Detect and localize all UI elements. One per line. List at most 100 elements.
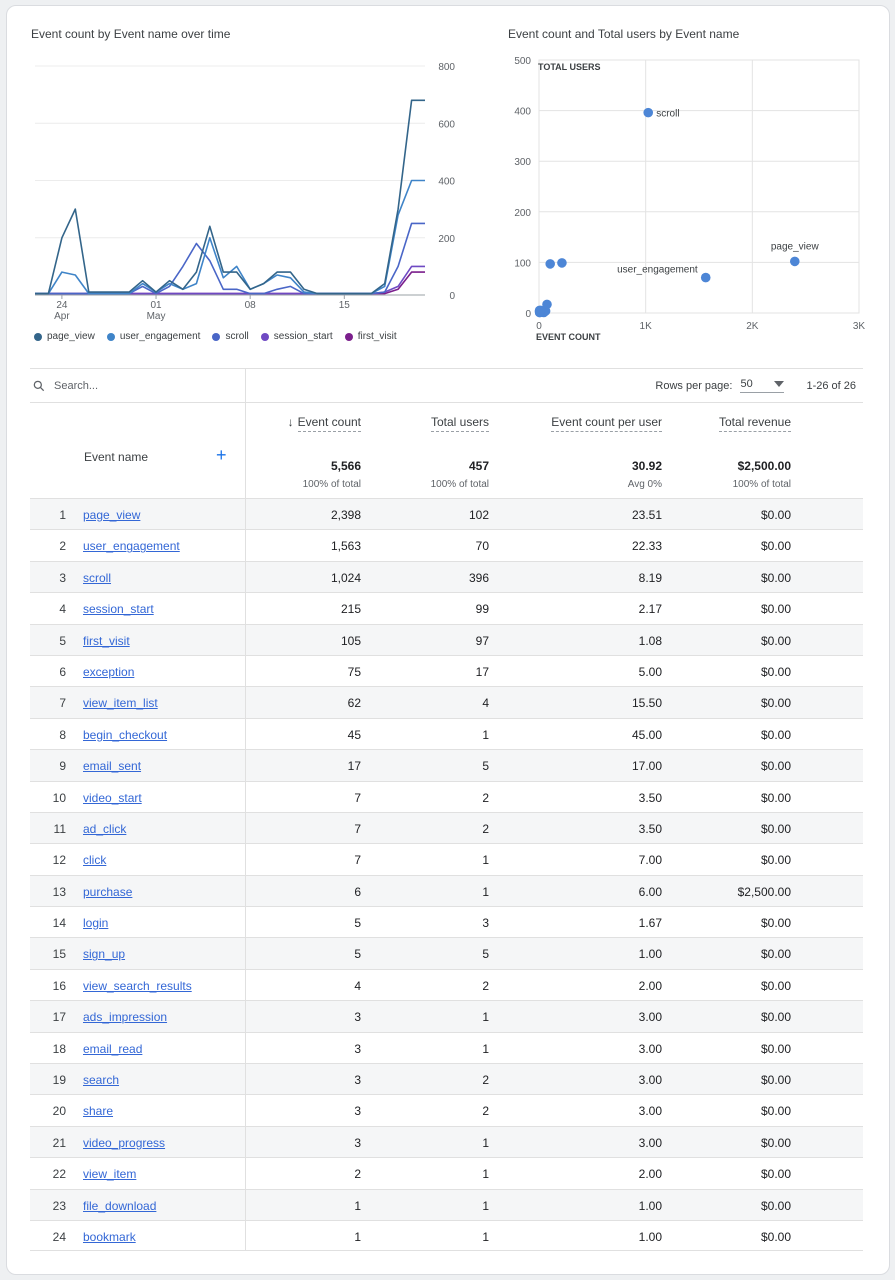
event-name-link[interactable]: click bbox=[83, 853, 107, 868]
table-row[interactable]: 2 user_engagement 1,563 70 22.33 $0.00 bbox=[30, 529, 863, 561]
table-row[interactable]: 22 view_item 2 1 2.00 $0.00 bbox=[30, 1157, 863, 1189]
search-input[interactable]: Search... bbox=[54, 379, 99, 392]
event-name-link[interactable]: exception bbox=[83, 664, 135, 679]
event-name-link[interactable]: share bbox=[83, 1104, 114, 1119]
event-name-link[interactable]: video_progress bbox=[83, 1135, 166, 1150]
cell-revenue: $0.00 bbox=[760, 664, 791, 679]
table-row[interactable]: 5 first_visit 105 97 1.08 $0.00 bbox=[30, 623, 863, 655]
table-row[interactable]: 4 session_start 215 99 2.17 $0.00 bbox=[30, 592, 863, 624]
scatter-point-sign_up[interactable] bbox=[534, 305, 545, 316]
y-tick-label: 600 bbox=[438, 119, 455, 130]
legend-item-session_start[interactable]: session_start bbox=[260, 331, 333, 342]
event-name-link[interactable]: video_start bbox=[83, 790, 142, 805]
event-name-link[interactable]: bookmark bbox=[83, 1229, 136, 1244]
add-dimension-icon[interactable]: + bbox=[216, 445, 227, 465]
cell-per-user: 3.50 bbox=[638, 821, 662, 836]
event-name-link[interactable]: file_download bbox=[83, 1198, 157, 1213]
cell-event-count: 2 bbox=[354, 1167, 361, 1182]
column-header-total-users[interactable]: Total users bbox=[430, 415, 489, 432]
event-name-link[interactable]: user_engagement bbox=[83, 539, 180, 554]
table-row[interactable]: 19 search 3 2 3.00 $0.00 bbox=[30, 1063, 863, 1095]
scatter-point-session_start[interactable] bbox=[557, 258, 567, 268]
cell-total-users: 1 bbox=[482, 853, 489, 868]
table-row[interactable]: 14 login 5 3 1.67 $0.00 bbox=[30, 906, 863, 938]
table-row[interactable]: 13 purchase 6 1 6.00 $2,500.00 bbox=[30, 874, 863, 907]
event-name-link[interactable]: sign_up bbox=[83, 947, 126, 962]
event-name-link[interactable]: view_item_list bbox=[83, 696, 158, 711]
table-row[interactable]: 18 email_read 3 1 3.00 $0.00 bbox=[30, 1031, 863, 1064]
event-name-link[interactable]: ad_click bbox=[83, 821, 127, 836]
row-index: 18 bbox=[52, 1041, 66, 1056]
cell-revenue: $0.00 bbox=[760, 508, 791, 522]
row-index: 12 bbox=[52, 853, 66, 868]
cell-revenue: $0.00 bbox=[760, 696, 791, 711]
legend-dot bbox=[260, 332, 269, 341]
y-tick-label: 800 bbox=[438, 62, 455, 73]
cell-event-count: 3 bbox=[354, 1104, 361, 1119]
event-name-link[interactable]: ads_impression bbox=[83, 1010, 168, 1025]
table-row[interactable]: 3 scroll 1,024 396 8.19 $0.00 bbox=[30, 560, 863, 593]
table-row[interactable]: 9 email_sent 17 5 17.00 $0.00 bbox=[30, 749, 863, 781]
table-row[interactable]: 17 ads_impression 3 1 3.00 $0.00 bbox=[30, 1000, 863, 1032]
table-row[interactable]: 21 video_progress 3 1 3.00 $0.00 bbox=[30, 1125, 863, 1158]
event-name-link[interactable]: login bbox=[83, 916, 109, 931]
column-header-revenue[interactable]: Total revenue bbox=[718, 415, 791, 432]
table-row[interactable]: 8 begin_checkout 45 1 45.00 $0.00 bbox=[30, 717, 863, 750]
scatter-point-first_visit[interactable] bbox=[545, 259, 555, 269]
table-row[interactable]: 24 bookmark 1 1 1.00 $0.00 bbox=[30, 1219, 863, 1252]
cell-total-users: 5 bbox=[482, 759, 489, 774]
table-row[interactable]: 10 video_start 7 2 3.50 $0.00 bbox=[30, 780, 863, 812]
table-row[interactable]: 12 click 7 1 7.00 $0.00 bbox=[30, 843, 863, 875]
line-chart-title: Event count by Event name over time bbox=[31, 27, 231, 41]
rows-per-page-select[interactable]: 50 bbox=[740, 378, 785, 393]
y-tick-label: 300 bbox=[514, 157, 531, 168]
row-index: 22 bbox=[52, 1167, 66, 1182]
event-name-link[interactable]: view_search_results bbox=[83, 978, 192, 993]
cell-event-count: 17 bbox=[347, 759, 361, 774]
event-name-link[interactable]: scroll bbox=[83, 570, 112, 585]
search-icon bbox=[33, 380, 45, 391]
cell-revenue: $0.00 bbox=[760, 853, 791, 868]
event-name-link[interactable]: first_visit bbox=[83, 633, 130, 648]
legend-item-page_view[interactable]: page_view bbox=[34, 331, 95, 342]
rows-per-page-value: 50 bbox=[740, 378, 753, 390]
cell-per-user: 2.00 bbox=[638, 978, 662, 993]
cell-total-users: 99 bbox=[475, 602, 489, 617]
table-row[interactable]: 6 exception 75 17 5.00 $0.00 bbox=[30, 654, 863, 687]
point-label-user_engagement: user_engagement bbox=[617, 265, 698, 276]
x-axis-label: EVENT COUNT bbox=[536, 332, 601, 342]
x-tick-month-label: Apr bbox=[54, 311, 70, 322]
column-header-event-name[interactable]: Event name bbox=[84, 450, 149, 464]
table-row[interactable]: 20 share 3 2 3.00 $0.00 bbox=[30, 1094, 863, 1126]
scatter-point-page_view[interactable] bbox=[789, 256, 800, 267]
table-row[interactable]: 1 page_view 2,398 102 23.51 $0.00 bbox=[30, 498, 863, 530]
row-index: 21 bbox=[52, 1135, 66, 1150]
table-row[interactable]: 7 view_item_list 62 4 15.50 $0.00 bbox=[30, 686, 863, 718]
event-name-link[interactable]: begin_checkout bbox=[83, 727, 168, 742]
series-line-user_engagement bbox=[35, 179, 425, 295]
event-name-link[interactable]: search bbox=[83, 1073, 120, 1088]
scatter-point-scroll[interactable] bbox=[643, 107, 654, 118]
event-name-link[interactable]: email_sent bbox=[83, 759, 142, 774]
table-row[interactable]: 16 view_search_results 4 2 2.00 $0.00 bbox=[30, 968, 863, 1001]
legend-item-user_engagement[interactable]: user_engagement bbox=[106, 331, 200, 342]
event-name-link[interactable]: view_item bbox=[83, 1167, 137, 1182]
event-name-link[interactable]: session_start bbox=[83, 602, 154, 617]
total-per-user: 30.92 bbox=[631, 459, 662, 473]
column-header-event-count[interactable]: ↓ Event count bbox=[288, 415, 361, 432]
event-name-link[interactable]: email_read bbox=[83, 1041, 143, 1056]
legend-item-scroll[interactable]: scroll bbox=[212, 331, 249, 342]
cell-event-count: 1 bbox=[354, 1229, 361, 1244]
table-row[interactable]: 11 ad_click 7 2 3.50 $0.00 bbox=[30, 811, 863, 844]
event-name-link[interactable]: purchase bbox=[83, 884, 133, 899]
table-row[interactable]: 23 file_download 1 1 1.00 $0.00 bbox=[30, 1188, 863, 1220]
event-name-link[interactable]: page_view bbox=[83, 508, 141, 522]
column-header-per-user[interactable]: Event count per user bbox=[551, 415, 662, 432]
table-search[interactable]: Search... bbox=[30, 369, 246, 403]
legend-item-first_visit[interactable]: first_visit bbox=[344, 331, 397, 342]
cell-total-users: 3 bbox=[482, 916, 489, 931]
table-row[interactable]: 15 sign_up 5 5 1.00 $0.00 bbox=[30, 937, 863, 969]
cell-event-count: 6 bbox=[354, 884, 361, 899]
scatter-point-user_engagement[interactable] bbox=[700, 272, 711, 283]
cell-event-count: 5 bbox=[354, 947, 361, 962]
